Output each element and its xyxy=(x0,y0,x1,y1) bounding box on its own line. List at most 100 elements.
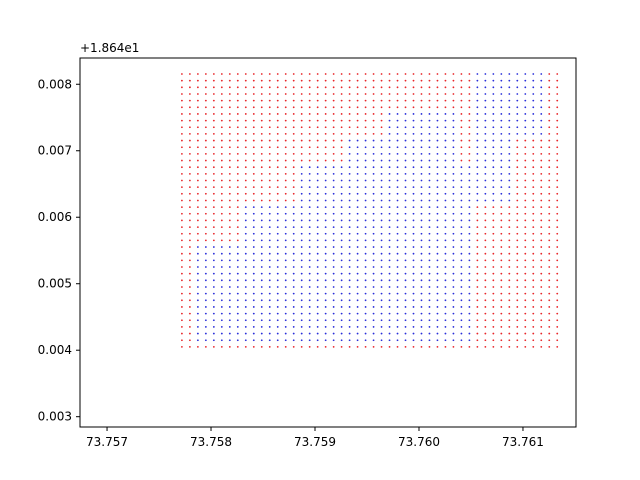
red-point xyxy=(476,319,479,322)
red-point xyxy=(556,186,559,189)
red-point xyxy=(308,93,311,95)
blue-point xyxy=(420,152,423,155)
blue-point xyxy=(428,339,431,342)
red-point xyxy=(181,212,183,215)
blue-point xyxy=(332,306,335,308)
blue-point xyxy=(364,246,367,248)
red-point xyxy=(228,106,231,109)
blue-point xyxy=(260,332,263,335)
blue-point xyxy=(388,179,391,182)
red-point xyxy=(532,312,535,315)
red-point xyxy=(196,106,199,109)
blue-point xyxy=(236,312,239,315)
blue-point xyxy=(460,246,463,248)
blue-point xyxy=(284,259,287,262)
blue-point xyxy=(460,232,463,235)
red-point xyxy=(220,79,223,82)
blue-point xyxy=(444,326,447,328)
blue-point xyxy=(300,226,303,228)
blue-point xyxy=(220,266,223,268)
blue-point xyxy=(260,259,263,262)
blue-point xyxy=(372,292,375,295)
blue-point xyxy=(220,332,223,335)
red-point xyxy=(284,79,287,82)
blue-point xyxy=(196,266,199,268)
red-point xyxy=(220,192,223,195)
blue-point xyxy=(380,139,383,142)
blue-point xyxy=(228,319,231,322)
red-point xyxy=(476,292,479,295)
red-point xyxy=(524,152,527,155)
blue-point xyxy=(500,126,503,129)
blue-point xyxy=(340,179,343,182)
blue-point xyxy=(428,113,431,115)
red-point xyxy=(428,99,431,102)
blue-point xyxy=(444,199,447,202)
blue-point xyxy=(308,186,311,189)
blue-point xyxy=(492,73,495,75)
x-tick-label: 73.760 xyxy=(398,435,440,449)
red-point xyxy=(276,106,279,109)
blue-point xyxy=(284,306,287,308)
blue-point xyxy=(372,279,375,282)
red-point xyxy=(181,126,183,129)
red-point xyxy=(516,152,519,155)
blue-point xyxy=(324,332,327,335)
blue-point xyxy=(372,219,375,222)
red-point xyxy=(468,119,471,122)
blue-point xyxy=(316,286,319,288)
red-point xyxy=(492,345,495,348)
red-point xyxy=(548,312,551,315)
red-point xyxy=(212,179,215,182)
red-point xyxy=(188,299,191,302)
red-point xyxy=(500,212,503,215)
blue-point xyxy=(420,146,423,149)
blue-point xyxy=(396,239,399,242)
blue-point xyxy=(412,326,415,328)
red-point xyxy=(468,146,471,149)
red-point xyxy=(228,232,231,235)
red-point xyxy=(196,86,199,89)
red-point xyxy=(196,199,199,202)
blue-point xyxy=(532,93,535,95)
red-point xyxy=(236,345,239,348)
red-point xyxy=(340,79,343,82)
blue-point xyxy=(372,246,375,248)
blue-point xyxy=(508,179,511,182)
blue-point xyxy=(236,332,239,335)
blue-point xyxy=(388,252,391,255)
blue-point xyxy=(492,119,495,122)
red-point xyxy=(556,73,559,75)
red-point xyxy=(244,99,247,102)
red-point xyxy=(524,206,527,209)
blue-point xyxy=(372,232,375,235)
blue-point xyxy=(460,292,463,295)
blue-point xyxy=(396,226,399,228)
blue-point xyxy=(420,139,423,142)
x-tick-label: 73.757 xyxy=(86,435,128,449)
red-point xyxy=(196,206,199,209)
red-point xyxy=(524,232,527,235)
blue-point xyxy=(468,252,471,255)
blue-point xyxy=(412,113,415,115)
red-point xyxy=(220,93,223,95)
blue-point xyxy=(196,332,199,335)
red-point xyxy=(181,152,183,155)
red-point xyxy=(420,93,423,95)
blue-point xyxy=(348,199,351,202)
blue-point xyxy=(268,219,271,222)
blue-point xyxy=(436,152,439,155)
red-point xyxy=(380,345,383,348)
blue-point xyxy=(196,252,199,255)
red-point xyxy=(532,266,535,268)
blue-point xyxy=(452,139,455,142)
red-point xyxy=(340,106,343,109)
red-point xyxy=(196,113,199,115)
blue-point xyxy=(380,179,383,182)
blue-point xyxy=(316,172,319,175)
red-point xyxy=(196,219,199,222)
red-point xyxy=(548,266,551,268)
blue-point xyxy=(348,286,351,288)
red-point xyxy=(284,146,287,149)
red-point xyxy=(532,212,535,215)
